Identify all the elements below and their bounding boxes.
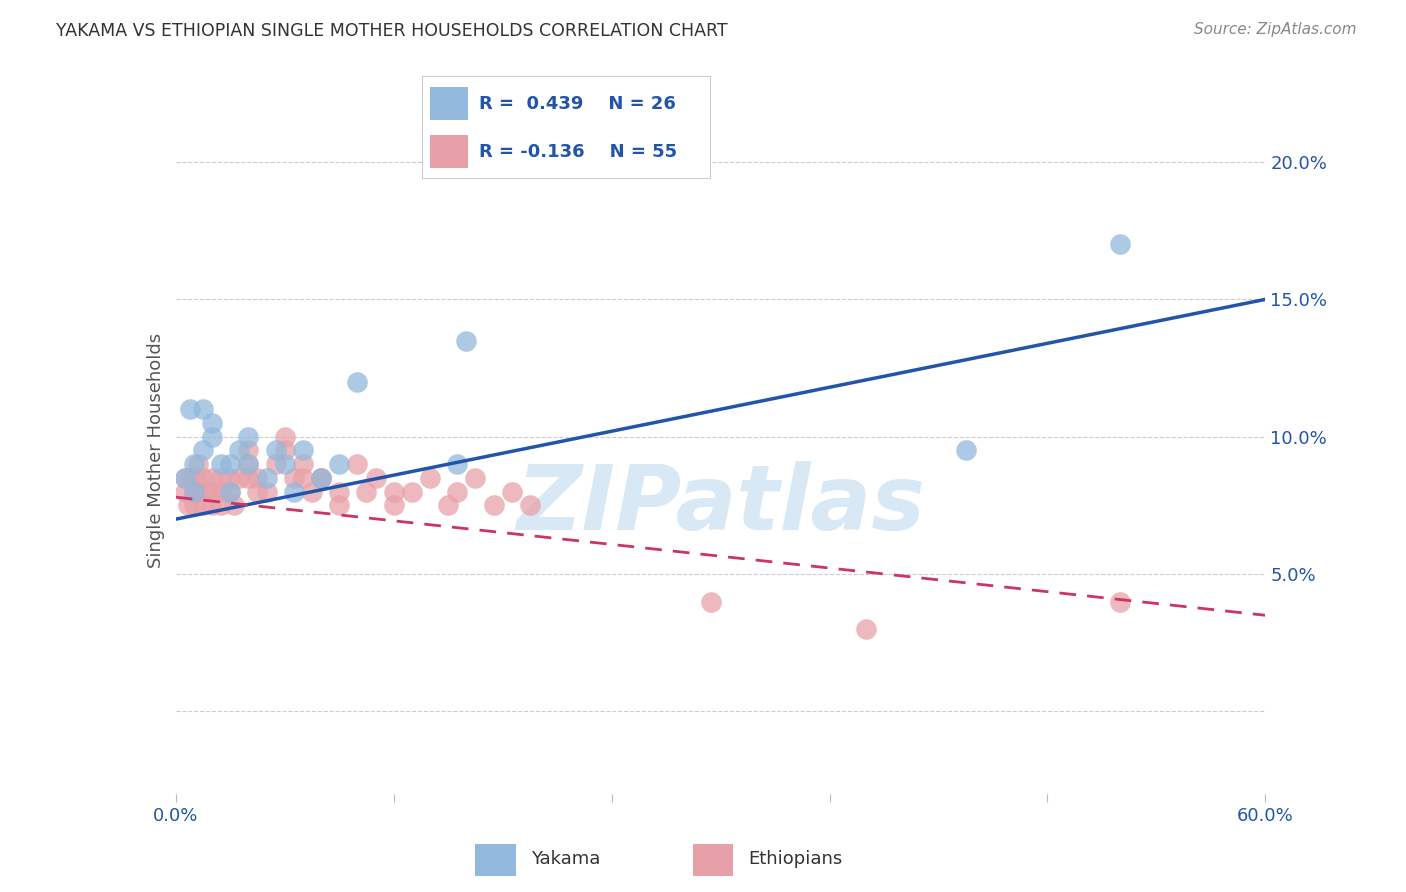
Point — [238, 430, 260, 444]
Text: Ethiopians: Ethiopians — [748, 849, 842, 868]
Point — [209, 499, 232, 513]
Point — [173, 471, 195, 485]
Point — [186, 484, 209, 499]
Point — [219, 471, 242, 485]
Point — [501, 484, 523, 499]
Point — [401, 484, 423, 499]
Point — [197, 484, 219, 499]
Point — [309, 471, 332, 485]
Point — [283, 484, 305, 499]
Point — [346, 457, 368, 471]
Point — [291, 457, 314, 471]
Point — [201, 416, 224, 430]
Point — [209, 471, 232, 485]
Point — [446, 484, 468, 499]
Point — [191, 471, 214, 485]
Point — [1109, 237, 1132, 252]
Point — [437, 499, 460, 513]
Point — [238, 471, 260, 485]
Point — [191, 499, 214, 513]
Point — [179, 402, 201, 417]
Point — [246, 471, 269, 485]
Point — [183, 484, 205, 499]
Text: Yakama: Yakama — [531, 849, 600, 868]
Point — [419, 471, 441, 485]
Point — [274, 457, 297, 471]
Bar — [475, 844, 516, 876]
Point — [364, 471, 387, 485]
Text: R =  0.439    N = 26: R = 0.439 N = 26 — [479, 95, 676, 112]
Point — [855, 622, 877, 636]
Point — [301, 484, 323, 499]
Point — [482, 499, 505, 513]
Text: ZIPatlas: ZIPatlas — [516, 461, 925, 549]
Point — [173, 484, 195, 499]
Text: YAKAMA VS ETHIOPIAN SINGLE MOTHER HOUSEHOLDS CORRELATION CHART: YAKAMA VS ETHIOPIAN SINGLE MOTHER HOUSEH… — [56, 22, 728, 40]
Point — [309, 471, 332, 485]
Point — [246, 484, 269, 499]
Point — [382, 499, 405, 513]
Point — [309, 471, 332, 485]
Point — [238, 457, 260, 471]
Point — [183, 499, 205, 513]
Point — [446, 457, 468, 471]
Point — [456, 334, 478, 348]
Point — [179, 471, 201, 485]
Point — [283, 471, 305, 485]
Point — [238, 457, 260, 471]
Point — [219, 484, 242, 499]
Point — [183, 484, 205, 499]
Point — [186, 457, 209, 471]
Point — [201, 484, 224, 499]
Point — [346, 375, 368, 389]
Point — [183, 457, 205, 471]
Point — [209, 457, 232, 471]
Point — [328, 484, 350, 499]
Point — [256, 484, 278, 499]
Point — [228, 443, 250, 458]
Point — [955, 443, 977, 458]
Point — [201, 430, 224, 444]
Point — [519, 499, 541, 513]
Point — [291, 471, 314, 485]
Point — [238, 443, 260, 458]
Point — [183, 471, 205, 485]
Point — [256, 471, 278, 485]
Point — [464, 471, 486, 485]
Point — [191, 402, 214, 417]
Point — [700, 594, 723, 608]
Bar — [430, 136, 468, 168]
Point — [173, 471, 195, 485]
Point — [328, 457, 350, 471]
Point — [328, 499, 350, 513]
Bar — [693, 844, 734, 876]
Point — [209, 484, 232, 499]
Y-axis label: Single Mother Households: Single Mother Households — [146, 333, 165, 568]
Point — [228, 471, 250, 485]
Point — [191, 443, 214, 458]
Point — [201, 499, 224, 513]
Point — [274, 430, 297, 444]
Point — [177, 499, 200, 513]
Point — [201, 471, 224, 485]
Point — [382, 484, 405, 499]
Point — [222, 499, 245, 513]
Point — [264, 443, 287, 458]
Text: Source: ZipAtlas.com: Source: ZipAtlas.com — [1194, 22, 1357, 37]
Point — [264, 457, 287, 471]
Point — [274, 443, 297, 458]
Point — [219, 484, 242, 499]
Point — [1109, 594, 1132, 608]
Point — [219, 457, 242, 471]
Bar — [430, 87, 468, 120]
Text: R = -0.136    N = 55: R = -0.136 N = 55 — [479, 143, 678, 161]
Point — [356, 484, 378, 499]
Point — [291, 443, 314, 458]
